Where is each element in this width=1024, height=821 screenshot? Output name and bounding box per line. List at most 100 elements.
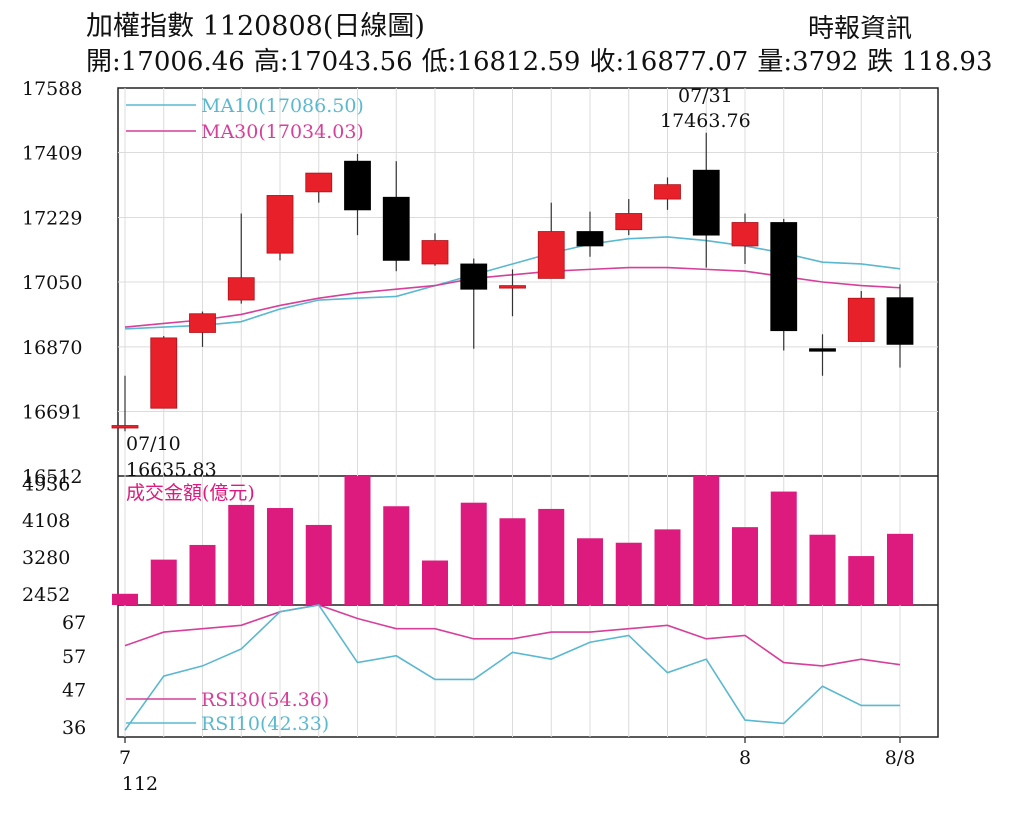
candle-body [227,277,255,301]
rsi30-line [124,604,901,667]
volume-bar [305,524,332,605]
volume-axis-tick: 2452 [22,584,70,606]
legend-ma30: MA30(17034.03) [201,121,364,143]
volume-bar [848,556,875,605]
volume-axis-tick: 4108 [22,510,70,532]
candle [189,311,216,347]
volume-bar [809,534,836,605]
candle-body [499,285,526,289]
stat-high: 高:17043.56 [253,47,413,77]
volume-bar [228,504,255,605]
x-axis-tick: 8/8 [885,747,916,769]
low-annotation-date: 07/10 [126,433,181,455]
volume-axis-tick: 3280 [22,547,70,569]
volume-bar [150,559,177,605]
price-axis-tick: 16691 [22,401,82,423]
x-axis-year: 112 [122,773,158,795]
candle-body [692,169,720,236]
stat-volume: 量:3792 [757,47,859,77]
candle-body [770,222,798,332]
candle-body [537,231,565,279]
volume-bar [732,527,758,605]
legend-ma10: MA10(17086.50) [201,95,364,117]
volume-bar [577,538,603,605]
candle [576,211,604,257]
candle [305,172,333,203]
chart-title: 加權指數 1120808(日線圖) [86,11,425,42]
rsi-axis-tick: 36 [62,717,86,739]
volume-bar [267,508,293,605]
volume-bar [112,593,138,605]
volume-bar [460,502,487,605]
candle [692,132,720,268]
candle [150,336,178,409]
candle [421,233,449,266]
stat-open: 開:17006.46 [86,47,245,77]
legend-rsi30: RSI30(54.36) [201,689,329,711]
volume-bar [383,506,410,605]
rsi10-line [124,604,900,731]
rsi-axis-tick: 47 [62,680,86,702]
source-label: 時報資訊 [808,14,913,44]
price-axis-tick: 17229 [22,207,82,229]
candle-body [886,297,914,345]
x-axis-tick: 8 [739,747,751,769]
candle [615,199,643,236]
stat-close: 收:16877.07 [589,47,749,77]
candle [886,284,914,368]
candle-body [654,184,681,200]
volume-bar [189,544,216,605]
volume-bar [654,529,681,605]
candle [847,291,875,342]
candle-body [266,195,294,254]
candle-body [615,213,643,231]
candle-body [421,240,449,265]
chart-frame [117,87,939,738]
candle-body [576,231,604,247]
volume-bar [499,518,526,605]
candle-body [189,313,216,333]
low-annotation-value: 16635.83 [126,459,217,481]
candle-body [460,263,488,290]
volume-title: 成交金額(億元) [126,482,255,504]
volume-bar [615,542,642,605]
candle-body [344,160,371,211]
candle [344,153,371,236]
price-axis-tick: 16870 [22,337,82,359]
high-annotation-date: 07/31 [678,85,733,107]
candle [770,218,798,351]
candle-body [731,222,759,247]
candle [266,195,294,261]
candle [654,177,681,210]
ohlc-stats: 開:17006.46 高:17043.56 低:16812.59 收:16877.07… [86,47,1002,77]
volume-bar [887,533,913,605]
candle-body [150,337,178,409]
volume-bar [538,508,565,605]
candle-body [809,348,836,352]
high-annotation-value: 17463.76 [660,110,751,132]
candle [809,334,836,376]
candle [382,161,410,272]
volume-axis-tick: 4936 [22,473,70,495]
candle-body [382,196,410,261]
price-axis-tick: 17588 [22,78,82,100]
candle-body [847,297,875,342]
candle [111,375,139,432]
volume-bar [422,560,448,605]
x-axis-tick: 7 [119,747,131,769]
volume-bar [770,491,797,605]
candle [460,258,488,349]
price-axis-tick: 16512 [22,466,82,488]
candle [537,202,565,279]
rsi-axis-tick: 67 [62,612,86,634]
candle [731,213,759,264]
candle [499,269,526,317]
volume-bar [344,476,371,605]
candle [227,213,255,304]
price-axis-tick: 17050 [22,272,82,294]
candle-body [305,172,333,193]
volume-bar [693,476,720,605]
stat-low: 低:16812.59 [421,47,581,77]
price-axis-tick: 17409 [22,143,82,165]
